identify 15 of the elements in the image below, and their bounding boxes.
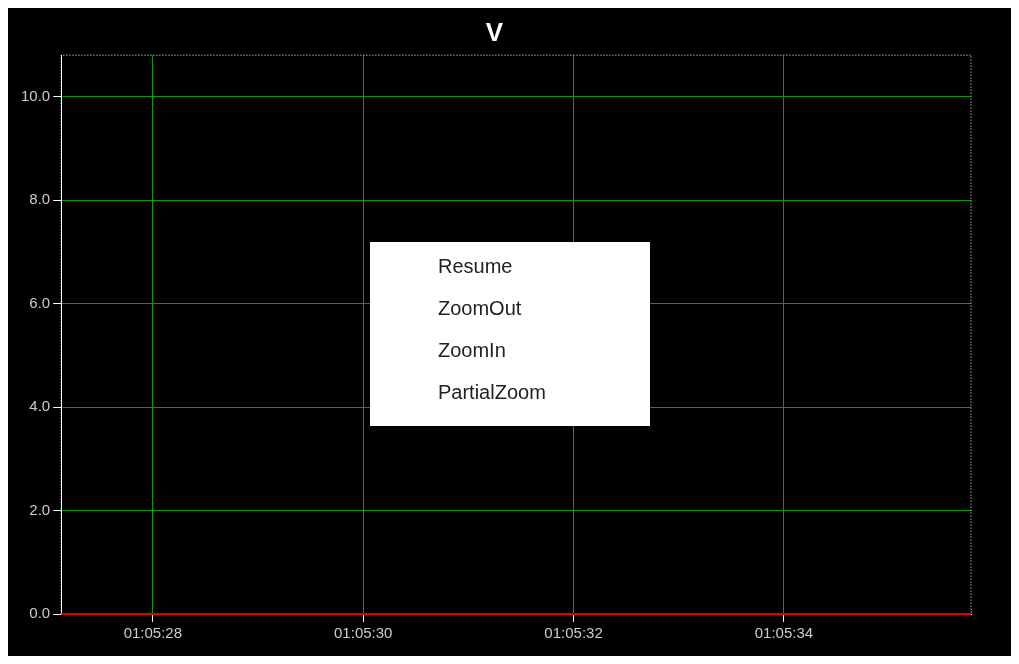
annotation: Resume	[437, 254, 514, 279]
x-tick-label: 01:05:32	[544, 624, 603, 642]
annotation: ZoomOut	[437, 296, 523, 321]
y-tick-label: 0.0	[29, 604, 51, 622]
y-tick-label: 4.0	[29, 397, 51, 415]
y-tick-label: 6.0	[29, 293, 51, 311]
x-tick-label: 01:05:28	[123, 624, 183, 642]
chart-title: V	[485, 16, 504, 47]
y-tick-label: 8.0	[29, 190, 51, 208]
annotation: ZoomIn	[437, 338, 507, 363]
x-tick-label: 01:05:30	[334, 624, 393, 642]
x-tick-label: 01:05:34	[754, 624, 814, 642]
y-tick-label: 10.0	[20, 86, 51, 104]
annotation: PartialZoom	[437, 380, 547, 405]
y-tick-label: 2.0	[29, 500, 51, 518]
